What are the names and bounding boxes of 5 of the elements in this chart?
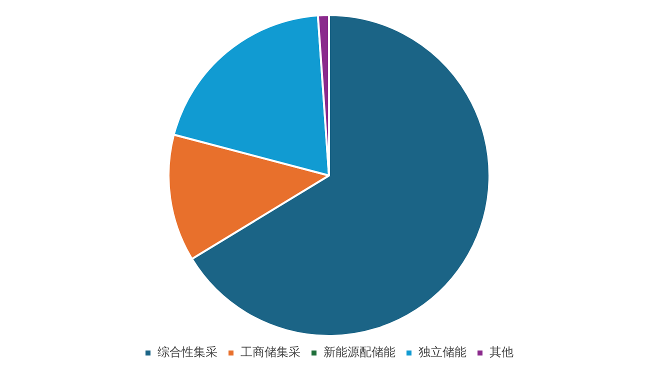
legend-label: 综合性集采 xyxy=(158,345,218,360)
legend-label: 其他 xyxy=(490,345,514,360)
legend-label: 工商储集采 xyxy=(240,345,300,360)
legend-label: 独立储能 xyxy=(418,345,466,360)
legend-label: 新能源配储能 xyxy=(324,345,396,360)
